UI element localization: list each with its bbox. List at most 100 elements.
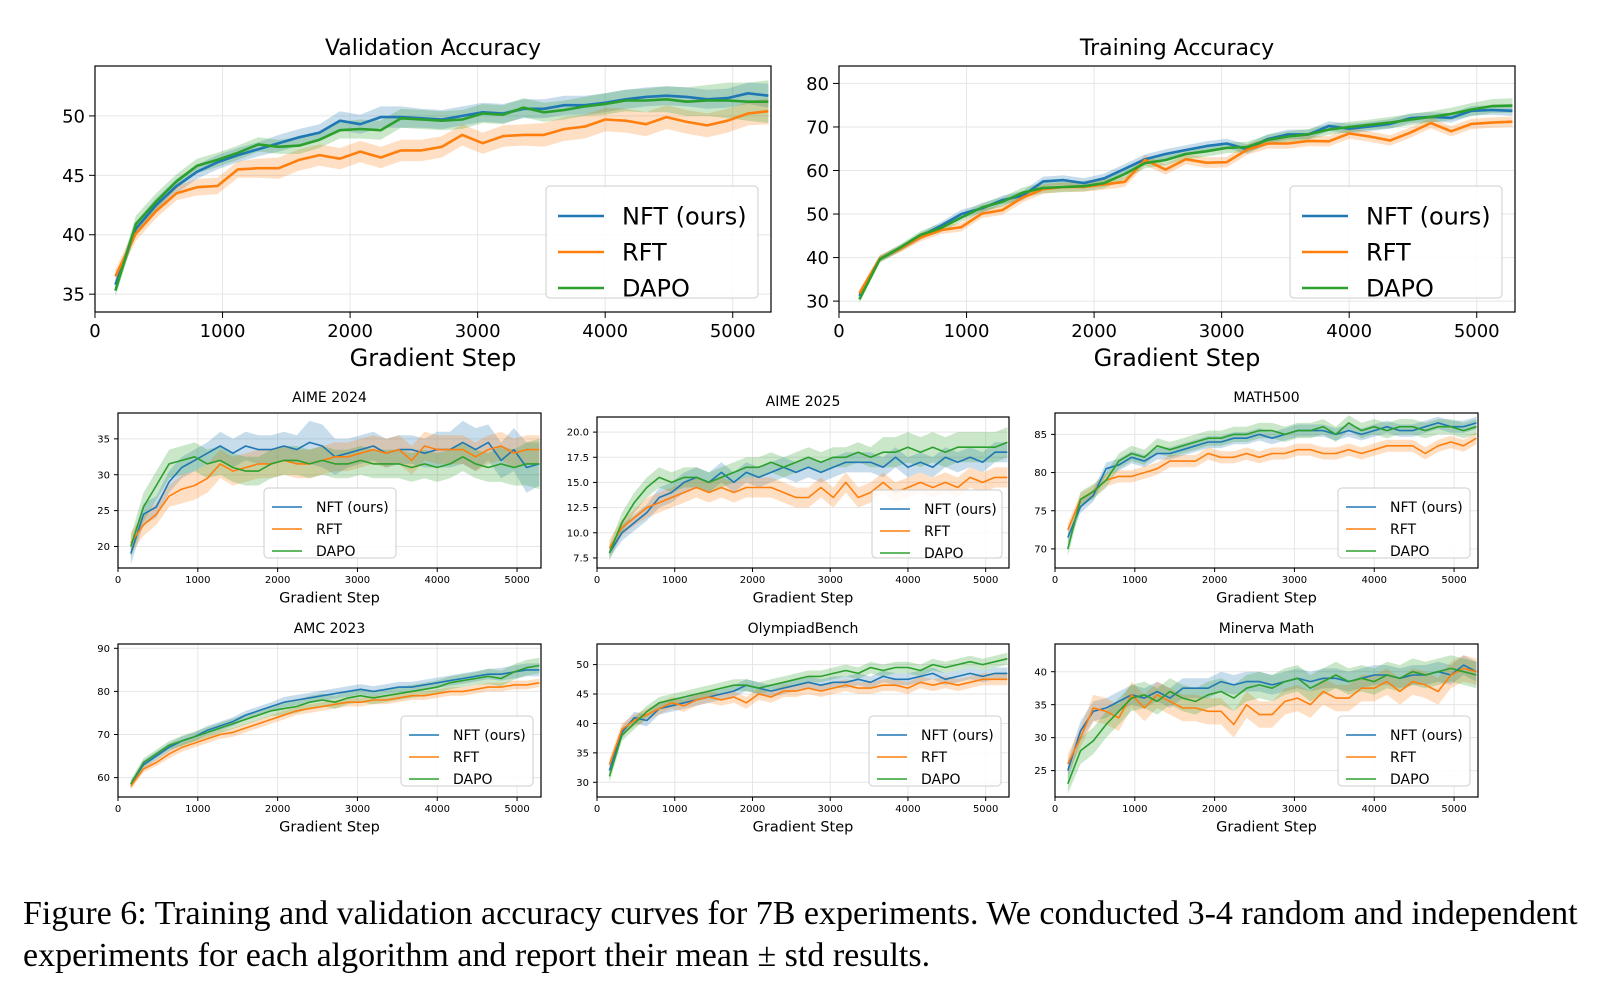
chart-math500: 0 1000 2000 3000 4000 5000 70 75 80 85 MATH500 Grad… (1034, 390, 1479, 607)
y-tick-label: 60 (97, 773, 110, 784)
legend-label: DAPO (1390, 544, 1430, 560)
series-line-rft (1067, 667, 1477, 765)
std-band-rft (115, 98, 769, 284)
x-tick-label: 1000 (185, 804, 210, 815)
legend-label: NFT (ours) (921, 728, 994, 744)
std-band-nft-ours (130, 663, 540, 788)
x-tick-label: 0 (115, 804, 121, 815)
axes-frame (94, 65, 772, 313)
x-tick-label: 0 (833, 321, 844, 342)
legend-label: NFT (ours) (1390, 500, 1463, 516)
legend-label: RFT (921, 750, 948, 766)
plot-area (858, 98, 1513, 303)
chart-olympiadbench: 0 1000 2000 3000 4000 5000 30 35 40 45 50 OlympiadB… (576, 621, 1010, 836)
x-tick-label: 2000 (740, 575, 765, 586)
y-tick-label: 20 (97, 542, 110, 553)
x-tick-label: 3000 (455, 321, 501, 342)
chart-title: AMC 2023 (294, 621, 366, 637)
chart-title: AIME 2024 (292, 390, 367, 406)
x-tick-label: 5000 (973, 575, 998, 586)
x-tick-label: 1000 (1122, 575, 1147, 586)
x-tick-label: 3000 (1282, 575, 1307, 586)
std-band-rft (130, 678, 540, 790)
x-tick-label: 2000 (265, 575, 290, 586)
std-band-rft (859, 116, 1513, 297)
series-line-dapo (1067, 667, 1477, 785)
x-tick-label: 1000 (944, 321, 990, 342)
std-band-dapo (609, 652, 1008, 783)
legend: NFT (ours) RFT DAPO (1337, 715, 1471, 788)
x-tick-label: 2000 (1071, 321, 1117, 342)
x-tick-label: 5000 (504, 804, 529, 815)
legend-label: DAPO (921, 772, 961, 788)
chart-aime-2024: 0 1000 2000 3000 4000 5000 20 25 30 35 AIME 2024 Gr… (97, 390, 542, 607)
x-tick-label: 0 (1052, 804, 1058, 815)
x-tick-label: 2000 (327, 321, 373, 342)
axes-frame (838, 65, 1516, 313)
x-tick-label: 3000 (345, 575, 370, 586)
x-tick-label: 1000 (662, 804, 687, 815)
legend-label: DAPO (622, 275, 690, 303)
legend-box (868, 715, 1002, 787)
series-line-dapo (858, 104, 1513, 300)
series-line-rft (608, 476, 1008, 549)
y-tick-label: 50 (806, 205, 829, 226)
legend-label: DAPO (924, 546, 964, 562)
legend-label: RFT (1390, 750, 1417, 766)
legend-label: NFT (ours) (924, 502, 997, 518)
std-band-dapo (1067, 415, 1477, 557)
y-tick-label: 40 (1034, 667, 1047, 678)
x-tick-label: 5000 (504, 575, 529, 586)
chart-validation-accuracy: 0 1000 2000 3000 4000 5000 35 40 45 50 Validation … (62, 36, 772, 372)
chart-title: OlympiadBench (748, 621, 859, 637)
axes-frame (1054, 412, 1479, 569)
x-tick-label: 4000 (425, 575, 450, 586)
plot-area (608, 652, 1008, 783)
y-tick-label: 50 (576, 660, 589, 671)
legend-label: NFT (ours) (622, 203, 747, 231)
x-tick-label: 2000 (1202, 575, 1227, 586)
plot-area (1067, 655, 1477, 794)
y-tick-label: 30 (576, 778, 589, 789)
x-tick-label: 3000 (345, 804, 370, 815)
chart-training-accuracy: 0 1000 2000 3000 4000 5000 30 40 50 60 70 80 Trainin… (806, 36, 1516, 372)
legend: NFT (ours) RFT DAPO (1289, 185, 1503, 303)
y-tick-label: 80 (1034, 468, 1047, 479)
legend-box (1337, 487, 1471, 559)
series-line-dapo (1067, 422, 1477, 550)
legend: NFT (ours) RFT DAPO (1337, 487, 1471, 560)
x-axis-label: Gradient Step (1216, 591, 1317, 607)
y-tick-label: 35 (97, 434, 110, 445)
x-tick-label: 4000 (895, 804, 920, 815)
legend-label: NFT (ours) (1366, 203, 1491, 231)
y-tick-label: 12.5 (567, 503, 589, 514)
legend-label: NFT (ours) (316, 500, 389, 516)
legend: NFT (ours) RFT DAPO (868, 715, 1002, 788)
x-tick-label: 0 (89, 321, 100, 342)
x-tick-label: 5000 (710, 321, 756, 342)
legend-box (1289, 185, 1503, 299)
y-tick-label: 40 (576, 719, 589, 730)
series-line-rft (130, 445, 540, 544)
legend-label: DAPO (1366, 275, 1434, 303)
x-tick-label: 0 (594, 804, 600, 815)
std-band-rft (609, 467, 1008, 556)
std-band-dapo (1067, 655, 1477, 794)
plot-area (130, 657, 540, 790)
legend-label: RFT (622, 239, 667, 267)
x-tick-label: 2000 (1202, 804, 1227, 815)
x-tick-label: 0 (594, 575, 600, 586)
series-line-nft-ours (608, 451, 1008, 554)
y-tick-label: 70 (1034, 545, 1047, 556)
series-line-nft-ours (1067, 422, 1477, 538)
y-tick-label: 75 (1034, 506, 1047, 517)
std-band-rft (130, 431, 540, 554)
y-tick-label: 45 (62, 166, 85, 187)
legend-box (263, 487, 397, 559)
legend-label: RFT (1366, 239, 1411, 267)
figure-canvas: 0 1000 2000 3000 4000 500035404550Validation … (62, 36, 1516, 836)
y-tick-label: 25 (1034, 766, 1047, 777)
axes-frame (596, 643, 1010, 798)
legend-label: RFT (1390, 522, 1417, 538)
plot-area (608, 427, 1008, 561)
